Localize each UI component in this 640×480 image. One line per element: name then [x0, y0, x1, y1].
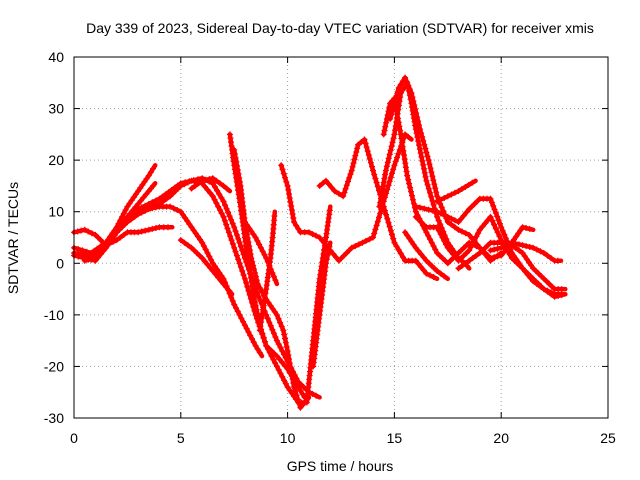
marker-plus [376, 79, 470, 269]
marker-plus [387, 74, 533, 262]
markers-trace-21 [412, 195, 565, 300]
y-tick-label: -20 [44, 358, 64, 374]
markers-trace-8 [177, 237, 233, 294]
markers-trace-7 [188, 175, 230, 192]
markers-trace-18 [376, 79, 470, 269]
marker-plus [177, 237, 233, 294]
markers-trace-16 [316, 136, 437, 280]
x-tick-label: 0 [70, 430, 78, 446]
markers-trace-14 [303, 207, 333, 406]
grid-lines [74, 57, 608, 418]
markers-trace-23 [402, 229, 448, 280]
x-tick-labels: 0 5 10 15 20 25 [70, 430, 616, 446]
y-tick-label: -30 [44, 410, 64, 426]
markers-trace-22 [434, 179, 476, 205]
x-axis-label: GPS time / hours [287, 458, 394, 474]
markers-trace-25 [487, 242, 565, 293]
marker-plus [256, 213, 278, 334]
x-tick-label: 25 [600, 430, 616, 446]
markers-trace-5 [81, 177, 305, 406]
y-tick-labels: -30 -20 -10 0 10 20 30 40 [44, 49, 64, 426]
marker-plus [188, 175, 230, 192]
marker-plus [278, 131, 412, 264]
plot-traces [71, 74, 568, 411]
chart-title: Day 339 of 2023, Sidereal Day-to-day VTE… [86, 20, 594, 36]
y-tick-label: -10 [44, 307, 64, 323]
marker-plus [310, 243, 333, 370]
series-trace-5 [82, 178, 307, 405]
x-tick-label: 5 [177, 430, 185, 446]
marker-plus [303, 207, 333, 406]
marker-plus [487, 242, 565, 293]
markers-trace-19 [387, 74, 533, 262]
y-tick-label: 0 [56, 255, 64, 271]
y-axis-label: SDTVAR / TECUs [5, 182, 21, 294]
marker-plus [316, 136, 437, 280]
y-tick-label: 10 [48, 204, 64, 220]
plot-frame [73, 56, 609, 419]
axis-ticks [73, 56, 609, 419]
markers-trace-12 [256, 213, 278, 334]
x-tick-label: 15 [387, 430, 403, 446]
y-tick-label: 30 [48, 101, 64, 117]
marker-plus [434, 179, 476, 205]
marker-plus [402, 229, 448, 280]
markers-trace-13 [278, 131, 412, 264]
marker-plus [81, 177, 305, 406]
x-tick-label: 10 [280, 430, 296, 446]
markers-trace-15 [310, 243, 333, 370]
y-tick-label: 20 [48, 152, 64, 168]
marker-plus [412, 195, 565, 300]
y-tick-label: 40 [48, 49, 64, 65]
x-tick-label: 20 [493, 430, 509, 446]
